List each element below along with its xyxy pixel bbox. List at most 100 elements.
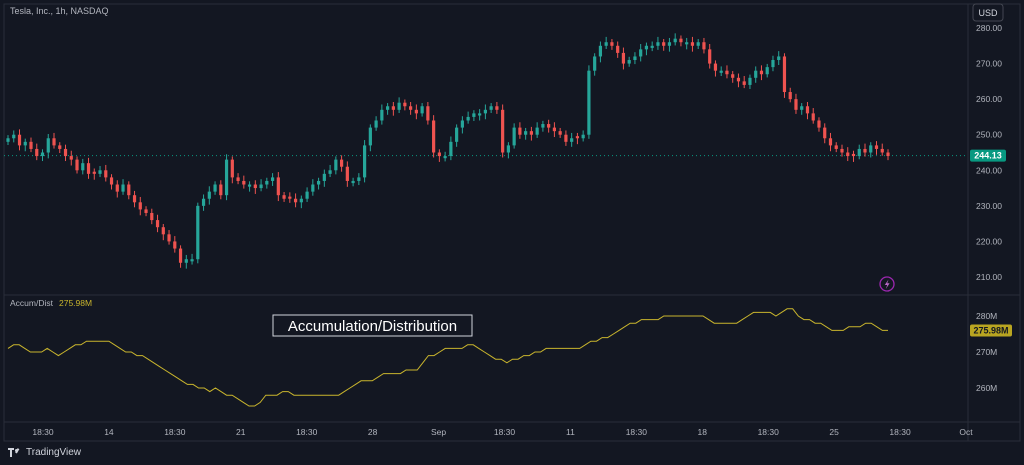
candle (472, 110, 476, 122)
candle-body (414, 109, 418, 114)
ad-annotation-text: Accumulation/Distribution (288, 318, 457, 335)
candle (426, 101, 430, 125)
candle-body (17, 134, 22, 146)
candle (794, 93, 798, 114)
candle (455, 124, 459, 147)
ad-legend-label[interactable]: Accum/Dist (10, 298, 54, 308)
candle-body (846, 152, 850, 157)
candle (299, 195, 303, 209)
ad-pane[interactable]: 280M 270M 260M Accum/Dist 275.98M Accumula… (7, 298, 1012, 407)
ad-tick-label: 280M (976, 311, 997, 321)
candle-body (598, 45, 603, 57)
candle (69, 150, 73, 166)
candle-body (380, 109, 384, 121)
ad-annotation[interactable]: Accumulation/Distribution (272, 314, 473, 337)
candle (679, 35, 683, 47)
candle (627, 56, 631, 67)
candle (690, 36, 695, 52)
candle-body (339, 159, 344, 167)
candle-body (351, 180, 355, 184)
candle (213, 181, 217, 195)
candle (288, 192, 292, 203)
candle-body (282, 195, 286, 199)
candle-body (541, 124, 545, 128)
candle-body (800, 106, 804, 110)
candle (403, 99, 407, 111)
candle (518, 122, 522, 139)
candle (144, 206, 148, 217)
lightning-icon-bolt (884, 279, 890, 289)
candle (800, 103, 804, 115)
candle-body (426, 106, 430, 121)
candle (564, 130, 568, 146)
candle-body (794, 99, 798, 110)
candle-body (322, 173, 326, 181)
candle (834, 142, 838, 153)
candle (81, 158, 85, 175)
candle (207, 186, 211, 205)
candle (132, 190, 137, 208)
candle-body (455, 127, 459, 142)
candle (253, 180, 257, 194)
lightning-icon[interactable] (879, 276, 895, 292)
candle-body (529, 131, 533, 135)
candle-body (374, 120, 378, 128)
candle-body (178, 248, 183, 263)
candle (282, 191, 286, 202)
candle-body (98, 170, 102, 174)
candle (236, 173, 240, 185)
candle-body (782, 56, 787, 93)
candle-body (696, 42, 700, 46)
candle (558, 127, 562, 138)
candle-body (334, 159, 338, 171)
candle (115, 180, 119, 198)
candle (397, 97, 401, 114)
time-tick-label: 18:30 (494, 427, 516, 437)
tradingview-logo[interactable]: TradingView (8, 447, 81, 458)
candle (316, 177, 321, 190)
candle-body (201, 198, 206, 206)
candle-body (742, 81, 746, 85)
candle (339, 155, 344, 172)
candle (495, 101, 499, 114)
candle-body (196, 205, 200, 260)
time-tick-label: 18:30 (164, 427, 186, 437)
candle (719, 66, 723, 77)
candle (880, 143, 884, 156)
candle (58, 142, 62, 154)
candle (98, 166, 102, 178)
currency-button[interactable]: USD (972, 3, 1004, 22)
candle-body (616, 45, 620, 53)
candle (109, 174, 114, 190)
candle-body (667, 42, 672, 46)
time-tick-label: 18:30 (758, 427, 780, 437)
candle-body (828, 138, 833, 146)
time-axis[interactable]: 18:30 14 18:30 21 18:30 28 Sep 18:30 11 18:30 18 18… (32, 427, 973, 437)
candle (190, 253, 194, 265)
candle-body (161, 227, 165, 235)
candle (874, 141, 879, 155)
candle (483, 104, 487, 120)
candle-body (443, 156, 447, 159)
candle-body (92, 171, 96, 174)
candle (840, 144, 844, 157)
candle (86, 157, 91, 179)
candle-body (58, 145, 62, 149)
candle (437, 149, 441, 162)
candle-body (276, 177, 280, 196)
time-tick-label: 18 (698, 427, 708, 437)
candle (725, 65, 729, 79)
candle-body (265, 180, 269, 185)
candle-body (633, 56, 637, 61)
candle (196, 202, 200, 264)
candle-body (63, 148, 68, 157)
price-pane[interactable]: 280.00 270.00 260.00 250.00 240.00 230.00 220.… (4, 3, 1006, 292)
candle-body (627, 60, 631, 64)
candle (662, 39, 666, 51)
candle (857, 144, 861, 160)
symbol-title[interactable]: Tesla, Inc., 1h, NASDAQ (10, 6, 109, 16)
candle (886, 149, 890, 161)
candle (23, 138, 27, 152)
candle-body (788, 92, 792, 100)
